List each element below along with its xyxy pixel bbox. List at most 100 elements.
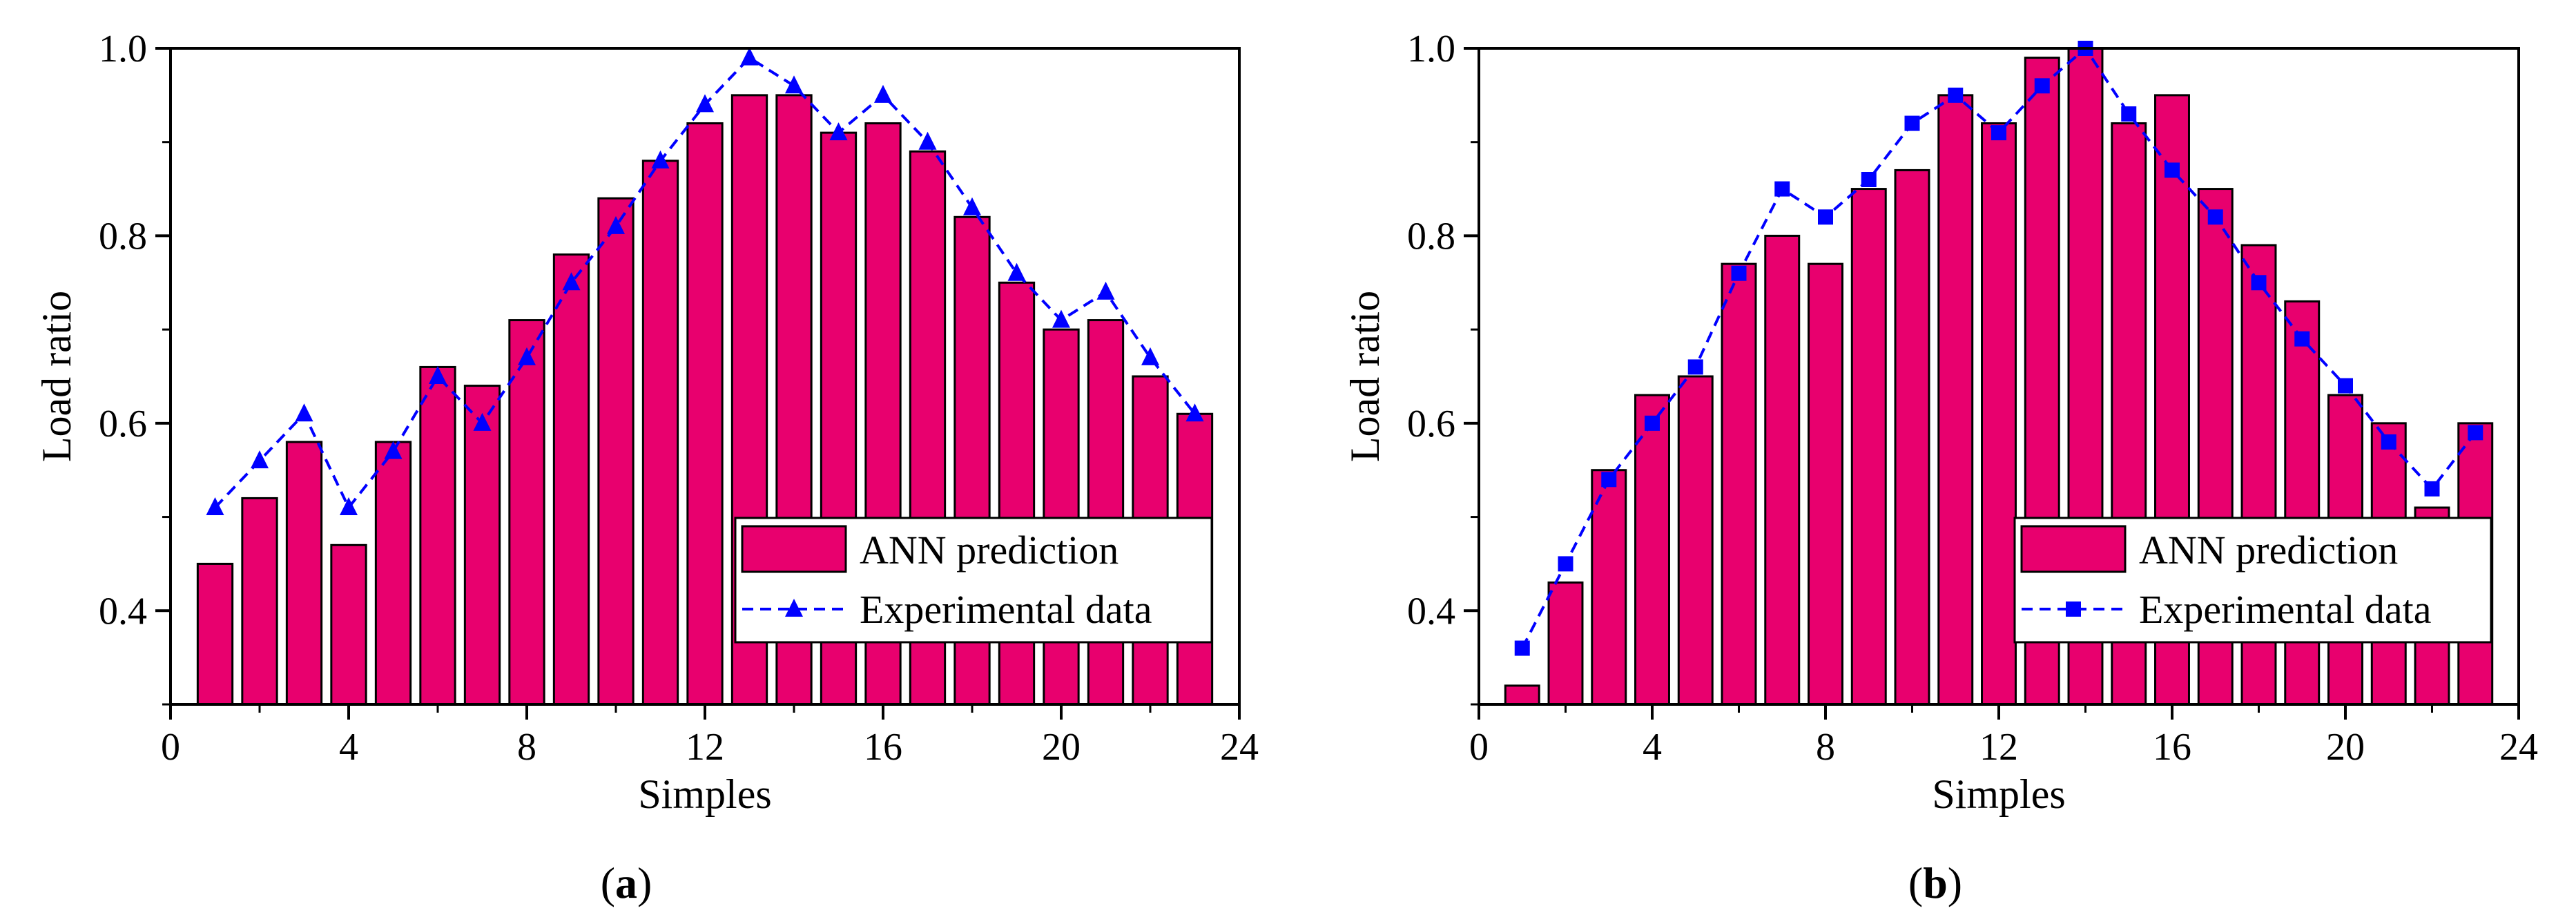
data-point — [1141, 347, 1159, 365]
y-axis-label: Load ratio — [34, 291, 79, 462]
legend: ANN prediction Experimental data — [2013, 517, 2492, 644]
bar — [285, 441, 323, 706]
bar — [1721, 262, 1757, 706]
data-point — [1904, 115, 1920, 131]
data-point — [562, 272, 581, 291]
x-tick-label: 16 — [864, 726, 902, 769]
data-point — [874, 84, 892, 103]
bar — [330, 543, 367, 706]
y-tick-label: 0.8 — [99, 215, 147, 258]
data-point — [429, 366, 447, 384]
legend: ANN prediction Experimental data — [734, 517, 1213, 644]
x-tick-label: 0 — [161, 726, 180, 769]
bar — [241, 497, 278, 706]
bar — [1677, 375, 1714, 706]
bar — [1087, 319, 1125, 706]
y-tick-label: 1.0 — [1407, 28, 1455, 70]
data-point — [1948, 87, 1964, 103]
data-point — [2121, 106, 2137, 122]
y-tick-label: 1.0 — [99, 28, 147, 70]
y-tick-label: 0.6 — [1407, 403, 1455, 445]
x-axis-label: Simples — [1932, 771, 2065, 817]
bar — [1850, 188, 1887, 706]
x-tick-label: 12 — [1979, 726, 2018, 769]
x-tick-label: 20 — [1042, 726, 1081, 769]
x-tick-label: 20 — [2326, 726, 2365, 769]
data-point — [473, 412, 492, 431]
y-tick-label: 0.4 — [99, 590, 147, 633]
x-tick-label: 16 — [2153, 726, 2191, 769]
data-point — [607, 215, 625, 234]
x-tick-label: 24 — [2499, 726, 2538, 769]
data-point — [1731, 265, 1747, 281]
bar — [374, 441, 412, 706]
legend-bar-swatch — [2020, 525, 2127, 573]
bar — [1894, 169, 1930, 706]
bar — [1981, 122, 2017, 706]
data-point — [918, 131, 937, 150]
data-point — [1007, 262, 1026, 281]
bar — [1634, 394, 1670, 706]
panel-caption: (a) — [601, 858, 652, 907]
data-point — [1991, 125, 2006, 141]
y-tick-label: 0.4 — [1407, 590, 1455, 633]
data-point — [2207, 209, 2223, 225]
x-tick-label: 24 — [1220, 726, 1259, 769]
bar — [597, 197, 635, 706]
x-tick-label: 12 — [686, 726, 724, 769]
data-point — [1687, 359, 1703, 375]
data-point — [518, 347, 536, 365]
legend-line-label: Experimental data — [2139, 587, 2432, 632]
data-point — [651, 150, 670, 169]
data-point — [2165, 162, 2180, 178]
x-tick-label: 8 — [517, 726, 536, 769]
data-point — [963, 197, 981, 215]
data-point — [2338, 378, 2353, 394]
data-point — [2034, 78, 2050, 94]
data-point — [696, 94, 714, 113]
x-tick-label: 8 — [1816, 726, 1835, 769]
bar — [1764, 234, 1801, 706]
data-point — [1052, 309, 1070, 328]
legend-line-label: Experimental data — [860, 587, 1152, 632]
bar — [552, 253, 590, 706]
x-tick-label: 0 — [1469, 726, 1489, 769]
bar — [1808, 262, 1843, 706]
bar — [508, 319, 545, 706]
data-point — [384, 441, 403, 459]
data-point — [1514, 640, 1530, 656]
y-tick-label: 0.8 — [1407, 215, 1455, 258]
bar — [1937, 94, 1974, 706]
data-point — [251, 450, 269, 469]
bar — [2284, 300, 2321, 706]
data-point — [206, 497, 224, 515]
data-point — [1096, 281, 1115, 300]
data-point — [829, 122, 848, 141]
y-axis-label: Load ratio — [1342, 291, 1388, 462]
data-point — [2381, 434, 2396, 450]
bar — [1591, 469, 1627, 706]
data-point — [1558, 556, 1573, 572]
y-tick-label: 0.6 — [99, 403, 147, 445]
legend-marker — [2066, 601, 2081, 617]
bar — [1504, 684, 1540, 706]
bar — [419, 365, 456, 706]
data-point — [1185, 403, 1204, 422]
x-axis-label: Simples — [638, 771, 771, 817]
bar — [686, 122, 724, 706]
legend-bar-label: ANN prediction — [860, 528, 1118, 572]
data-point — [295, 403, 313, 422]
legend-bar-swatch — [741, 525, 847, 573]
chart-panel-a: 0 4 8 12 16 20 24 0.4 0.6 0.8 1.0 Simples Load ratio… — [34, 28, 1259, 907]
data-point — [2468, 425, 2483, 441]
data-point — [340, 497, 358, 515]
bar — [1547, 581, 1584, 706]
x-tick-label: 4 — [1643, 726, 1662, 769]
legend-marker — [785, 599, 803, 617]
data-point — [1601, 472, 1617, 488]
x-tick-label: 4 — [339, 726, 358, 769]
legend-bar-label: ANN prediction — [2139, 528, 2398, 572]
chart-panel-b: 0 4 8 12 16 20 24 0.4 0.6 0.8 1.0 Simples Load ratio… — [1342, 28, 2538, 907]
data-point — [1861, 172, 1877, 187]
